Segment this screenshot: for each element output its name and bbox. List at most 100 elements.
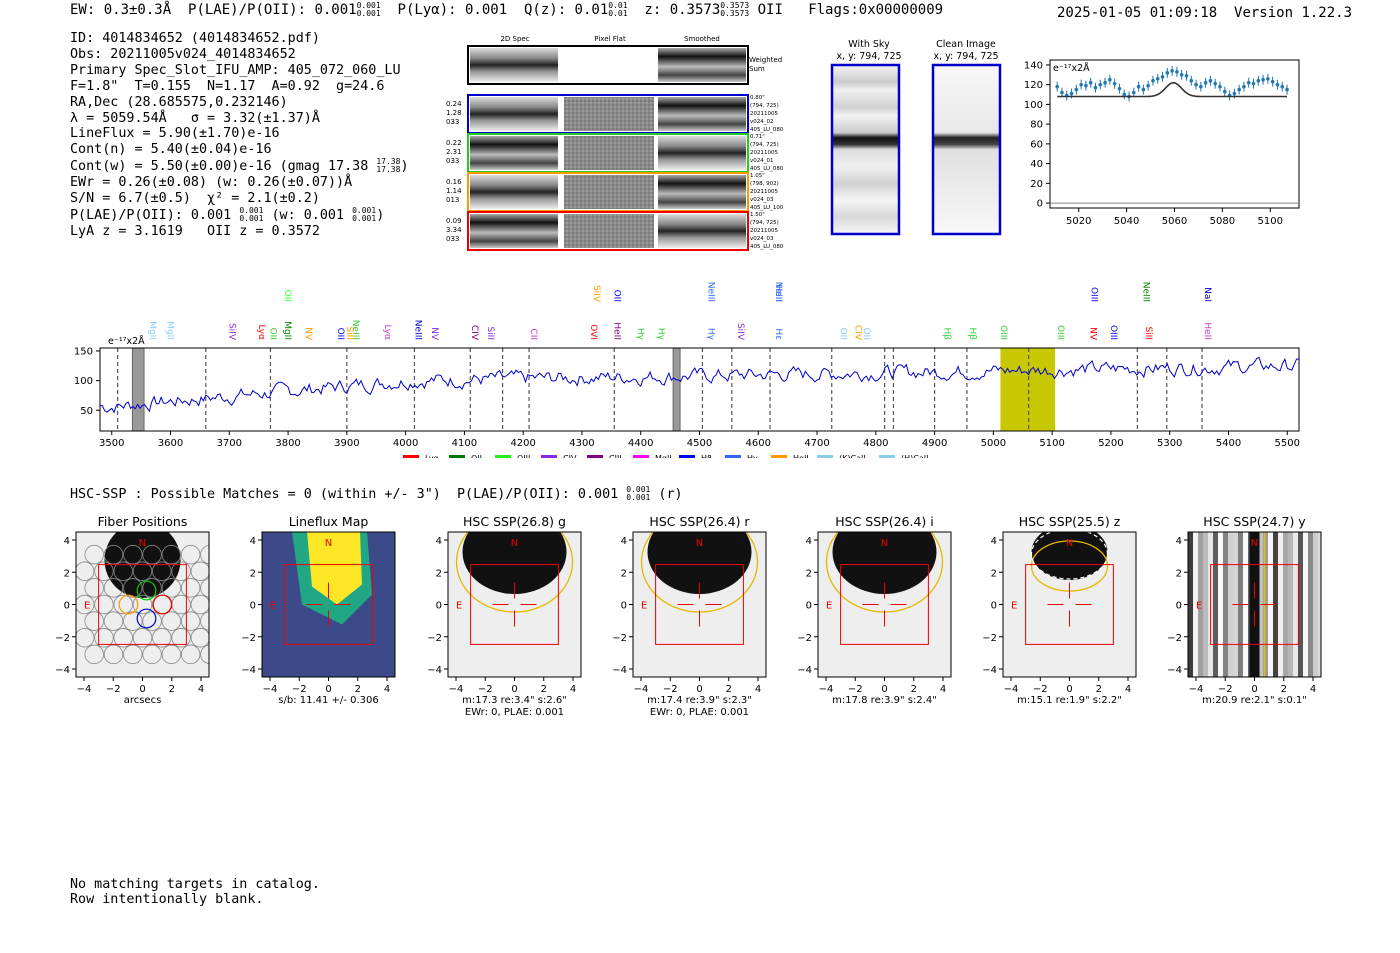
- y-tick-label: 4: [991, 536, 997, 547]
- col-pixel-flat: Pixel Flat: [594, 35, 626, 43]
- y-tick-label: 2: [436, 568, 442, 579]
- x-tick-label: 3700: [217, 438, 242, 449]
- fiber-position: [76, 594, 95, 615]
- spectra-cutouts: 2D Spec Pixel Flat Smoothed Weighted Sum…: [446, 35, 784, 251]
- panel-caption: m:15.1 re:1.9" s:2.2": [1017, 695, 1122, 706]
- y-tick-label: −4: [1167, 665, 1182, 676]
- x-tick-label: 0: [881, 684, 887, 695]
- x-tick-label: 4: [940, 684, 946, 695]
- with-sky-xy: x, y: 794, 725: [836, 51, 901, 62]
- x-tick-label: −4: [819, 684, 834, 695]
- data-point: [1194, 82, 1198, 87]
- legend-swatch: [771, 455, 787, 458]
- x-tick-label: 2: [541, 684, 547, 695]
- stripe: [1188, 532, 1193, 677]
- fiber-position: [76, 628, 95, 648]
- data-point: [1213, 81, 1218, 86]
- plae-label: P(LAE)/P(OII): 0.001: [188, 2, 357, 18]
- x-tick-label: 4600: [746, 438, 771, 449]
- north-label: N: [1251, 538, 1258, 549]
- data-point: [1199, 84, 1203, 89]
- stripe: [1298, 532, 1303, 677]
- line-id-label: NaI: [1202, 287, 1212, 302]
- line-id-label: NeIII: [705, 282, 715, 302]
- data-point: [1203, 80, 1208, 85]
- data-point: [1275, 82, 1280, 87]
- data-point: [1179, 73, 1184, 77]
- legend-swatch: [679, 455, 695, 458]
- stripe: [1193, 532, 1198, 677]
- stripe: [1228, 532, 1233, 677]
- x-tick-label: 5100: [1258, 216, 1283, 227]
- cutout-2d: [470, 214, 558, 248]
- line-id-label: OII: [838, 328, 848, 340]
- fiber-position: [171, 628, 191, 648]
- fiber-position: [171, 561, 191, 581]
- fiber-position: [161, 644, 182, 665]
- emission-highlight: [1000, 348, 1056, 431]
- row-label: 013: [446, 196, 459, 204]
- panel-title: Fiber Positions: [98, 514, 188, 529]
- y-tick-label: 0: [806, 601, 812, 612]
- bright-source: [462, 532, 567, 594]
- data-point: [1184, 73, 1189, 78]
- row-label: 3.34: [446, 226, 462, 234]
- z-label: z: 0.3573: [644, 2, 721, 18]
- stripe: [1318, 532, 1321, 677]
- cutout-2d: [470, 97, 558, 131]
- north-label: N: [325, 538, 332, 549]
- fiber-highlight: [118, 594, 139, 615]
- east-label: E: [456, 601, 462, 612]
- x-tick-label: 5100: [1039, 438, 1064, 449]
- fiber-highlight: [152, 594, 173, 615]
- data-point: [1079, 82, 1083, 87]
- x-tick-label: 4300: [569, 438, 594, 449]
- row-label: 033: [446, 157, 459, 165]
- info-lineflux: LineFlux = 5.90(±1.70)e-16: [70, 126, 280, 142]
- fiber-position: [123, 578, 143, 598]
- line-id-label: MgII: [147, 321, 157, 340]
- data-point: [1069, 91, 1074, 96]
- fiber-position: [142, 544, 162, 565]
- fiber-position: [152, 561, 172, 581]
- line-id-label: SiIV: [735, 323, 745, 341]
- fiber-position: [200, 544, 209, 565]
- info-contw: Cont(w) = 5.50(±0.00)e-16 (gmag 17.38: [70, 159, 369, 175]
- y-tick-label: 60: [1030, 139, 1043, 150]
- fiber-position: [113, 628, 133, 648]
- legend-entry: CIV: [563, 454, 577, 458]
- fiber-position: [84, 544, 104, 565]
- y-tick-label: −2: [612, 633, 627, 644]
- fiber-position: [180, 644, 201, 665]
- row-meta: 20211005: [750, 150, 778, 156]
- x-tick-label: 5040: [1114, 216, 1139, 227]
- y-tick-label: −2: [1167, 633, 1182, 644]
- line-id-label: CIV: [469, 325, 479, 341]
- line-id-label: Lyα: [382, 325, 392, 341]
- stripe: [1223, 532, 1228, 677]
- fiber-position: [161, 611, 182, 631]
- z-range: 0.3573 0.3573: [720, 1, 750, 18]
- masked-region: [131, 347, 145, 432]
- x-tick-label: 2: [1096, 684, 1102, 695]
- info-lambda: λ = 5059.54Å σ = 3.32(±1.37)Å: [70, 110, 320, 126]
- legend-entry: MgII: [655, 454, 672, 458]
- y-tick-label: 80: [1030, 120, 1043, 131]
- y-tick-label: 140: [1024, 60, 1043, 71]
- svg-text:Sum: Sum: [749, 65, 765, 73]
- data-point: [1266, 76, 1270, 81]
- col-2d-spec: 2D Spec: [500, 35, 529, 43]
- stripe: [1313, 532, 1318, 677]
- x-tick-label: 0: [511, 684, 517, 695]
- line-id-label: SiII: [1143, 326, 1153, 340]
- x-tick-label: −2: [848, 684, 863, 695]
- z-line: OII: [757, 2, 783, 18]
- catalog-footer: No matching targets in catalog. Row inte…: [70, 877, 320, 907]
- datetime: 2025-01-05 01:09:18: [1057, 5, 1218, 21]
- header-timestamp: 2025-01-05 01:09:18 Version 1.22.3: [1057, 5, 1352, 21]
- row-label: 0.16: [446, 178, 462, 186]
- y-tick-label: −2: [797, 633, 812, 644]
- y-tick-label: 4: [250, 536, 256, 547]
- x-tick-label: 0: [696, 684, 702, 695]
